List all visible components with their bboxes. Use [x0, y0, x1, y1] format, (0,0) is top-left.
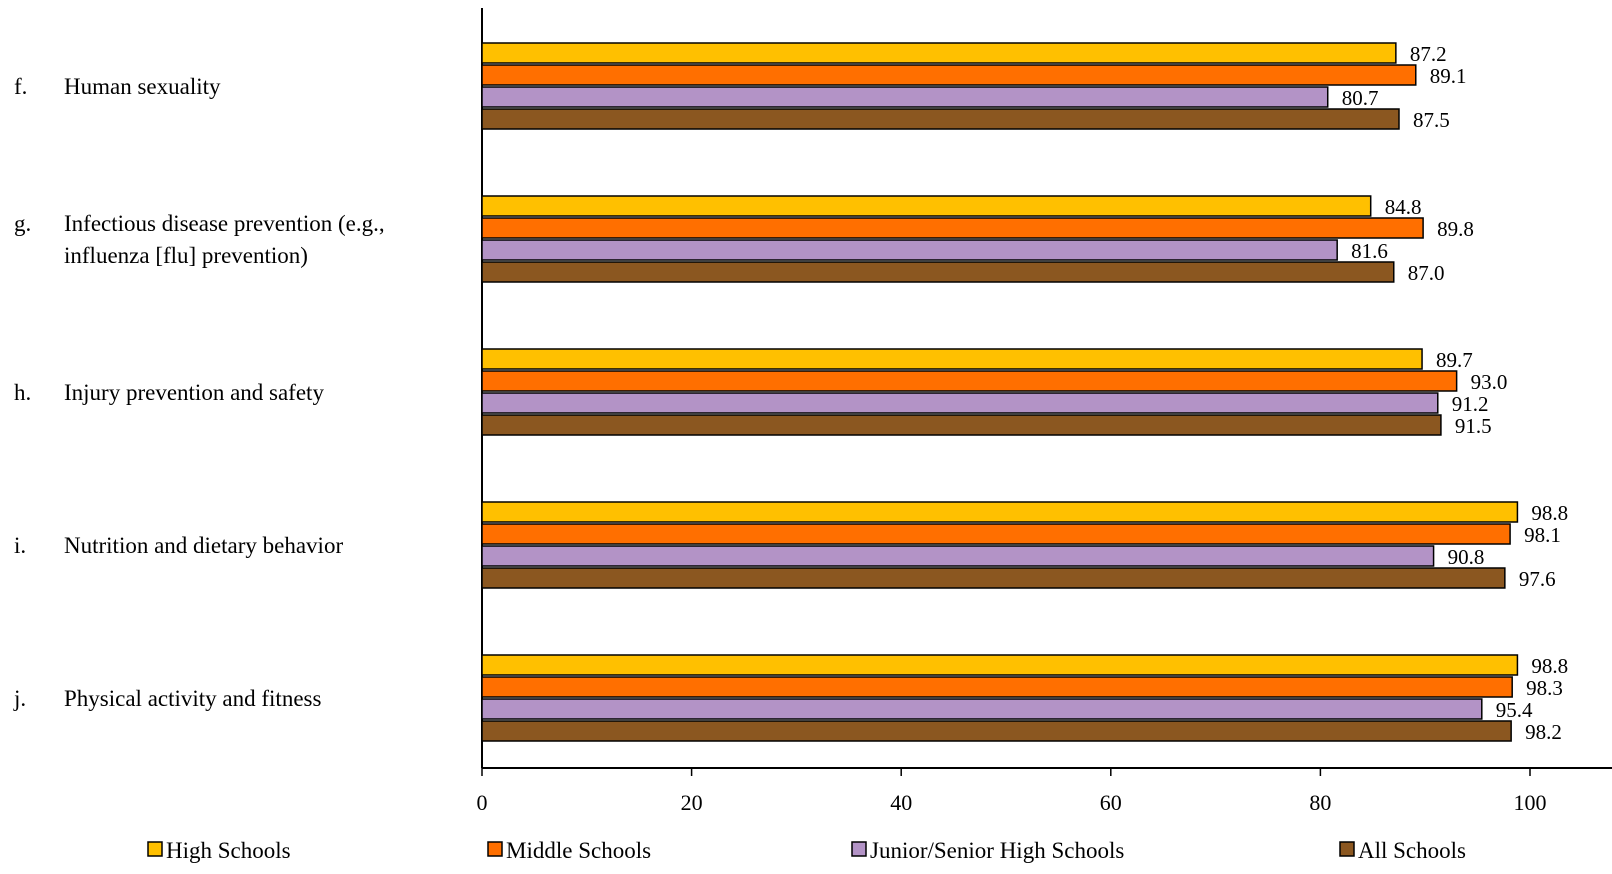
data-label: 84.8 — [1385, 195, 1422, 219]
data-label: 98.2 — [1525, 720, 1562, 744]
category-letter: j. — [13, 686, 26, 711]
x-tick-label: 100 — [1514, 790, 1547, 815]
bar — [481, 86, 1329, 108]
data-label: 87.5 — [1413, 108, 1450, 132]
data-label: 91.2 — [1452, 392, 1489, 416]
legend-label: All Schools — [1358, 838, 1466, 863]
bar — [481, 501, 1519, 523]
category-letter: h. — [14, 380, 31, 405]
legend-swatch — [851, 841, 867, 857]
x-tick-label: 20 — [681, 790, 703, 815]
bar — [481, 348, 1423, 370]
bar — [481, 698, 1483, 720]
bar — [481, 239, 1338, 261]
data-label: 91.5 — [1455, 414, 1492, 438]
data-label: 90.8 — [1448, 545, 1485, 569]
data-label: 89.7 — [1436, 348, 1473, 372]
data-label: 93.0 — [1471, 370, 1508, 394]
data-label: 89.8 — [1437, 217, 1474, 241]
data-label: 98.1 — [1524, 523, 1561, 547]
bar — [481, 392, 1439, 414]
category-label: Infectious disease prevention (e.g., — [64, 211, 385, 236]
data-label: 98.8 — [1531, 654, 1568, 678]
x-tick-label: 60 — [1100, 790, 1122, 815]
legend-label: Junior/Senior High Schools — [870, 838, 1124, 863]
bar — [481, 545, 1435, 567]
data-label: 81.6 — [1351, 239, 1388, 263]
bar — [481, 195, 1372, 217]
bar — [481, 523, 1511, 545]
legend-swatch — [147, 841, 163, 857]
category-letter: f. — [14, 74, 27, 99]
data-label: 87.0 — [1408, 261, 1445, 285]
bar — [481, 676, 1513, 698]
bar — [481, 567, 1506, 589]
bar — [481, 217, 1424, 239]
x-tick-label: 40 — [890, 790, 912, 815]
data-label: 87.2 — [1410, 42, 1447, 66]
data-label: 89.1 — [1430, 64, 1467, 88]
data-label: 97.6 — [1519, 567, 1556, 591]
bar — [481, 370, 1458, 392]
legend-label: Middle Schools — [506, 838, 651, 863]
data-label: 95.4 — [1496, 698, 1533, 722]
bar — [481, 414, 1442, 436]
x-tick-label: 80 — [1309, 790, 1331, 815]
category-label: Nutrition and dietary behavior — [64, 533, 343, 558]
legend-swatch — [487, 841, 503, 857]
bar — [481, 108, 1400, 130]
category-letter: g. — [14, 211, 31, 236]
category-label: Injury prevention and safety — [64, 380, 324, 405]
bar — [481, 720, 1512, 742]
bar — [481, 42, 1397, 64]
x-tick-label: 0 — [477, 790, 488, 815]
legend-swatch — [1339, 841, 1355, 857]
data-label: 98.8 — [1531, 501, 1568, 525]
bar — [481, 64, 1417, 86]
category-letter: i. — [14, 533, 26, 558]
bar — [481, 261, 1395, 283]
category-label: Human sexuality — [64, 74, 221, 99]
bar — [481, 654, 1519, 676]
category-label: influenza [flu] prevention) — [64, 243, 308, 268]
data-label: 98.3 — [1526, 676, 1563, 700]
legend-label: High Schools — [166, 838, 291, 863]
category-label: Physical activity and fitness — [64, 686, 321, 711]
data-label: 80.7 — [1342, 86, 1379, 110]
